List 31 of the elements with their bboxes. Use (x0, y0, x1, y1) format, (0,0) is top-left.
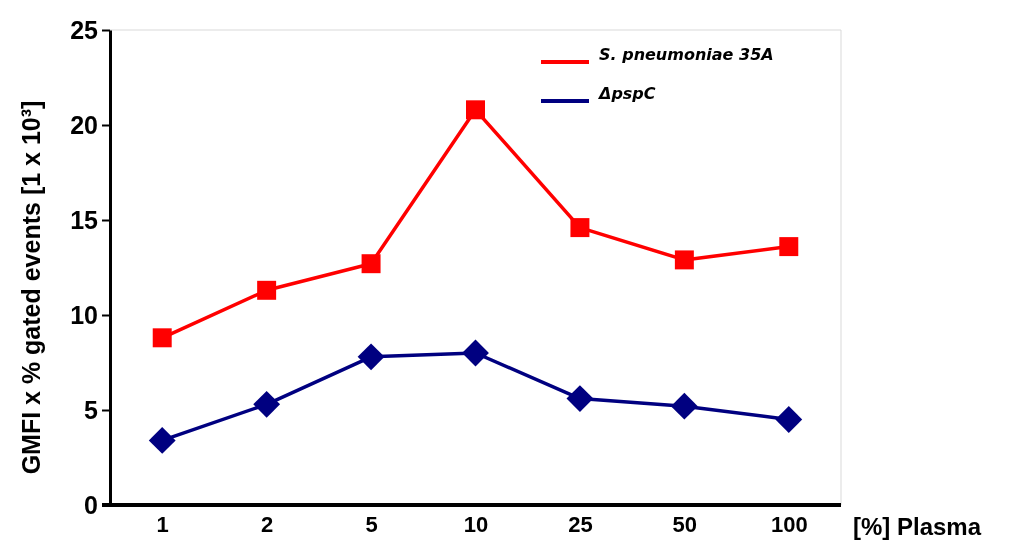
point (462, 339, 489, 367)
point (257, 280, 277, 300)
x-tick-label: 25 (568, 512, 593, 538)
y-tick-label: 5 (84, 395, 99, 424)
point (357, 343, 385, 371)
point (779, 237, 799, 257)
point (152, 328, 172, 348)
point (361, 254, 381, 274)
legend-label: ΔpspC (597, 84, 656, 104)
y-tick-label: 15 (70, 205, 99, 234)
point (566, 385, 594, 413)
point (466, 100, 485, 120)
y-tick-label: 10 (70, 300, 98, 329)
x-tick-label: 5 (365, 512, 378, 538)
point (670, 392, 698, 420)
x-tick-label: 10 (463, 512, 489, 538)
x-tick-label: 2 (261, 512, 274, 538)
x-tick-label: 1 (156, 512, 169, 538)
x-axis-title: [%] Plasma (853, 513, 982, 540)
y-tick-label: 0 (84, 490, 98, 519)
y-axis-title: GMFI x % gated events [1 x 10³] (17, 100, 45, 475)
point (775, 406, 803, 433)
x-tick-label: 100 (770, 512, 808, 538)
x-tick-label: 50 (672, 512, 698, 538)
point (570, 218, 590, 238)
y-tick-label: 25 (70, 15, 99, 44)
point (253, 390, 281, 418)
point (148, 426, 176, 454)
point (674, 250, 694, 270)
y-tick-label: 20 (70, 110, 98, 139)
legend-label: S. pneumoniae 35A (599, 45, 774, 65)
